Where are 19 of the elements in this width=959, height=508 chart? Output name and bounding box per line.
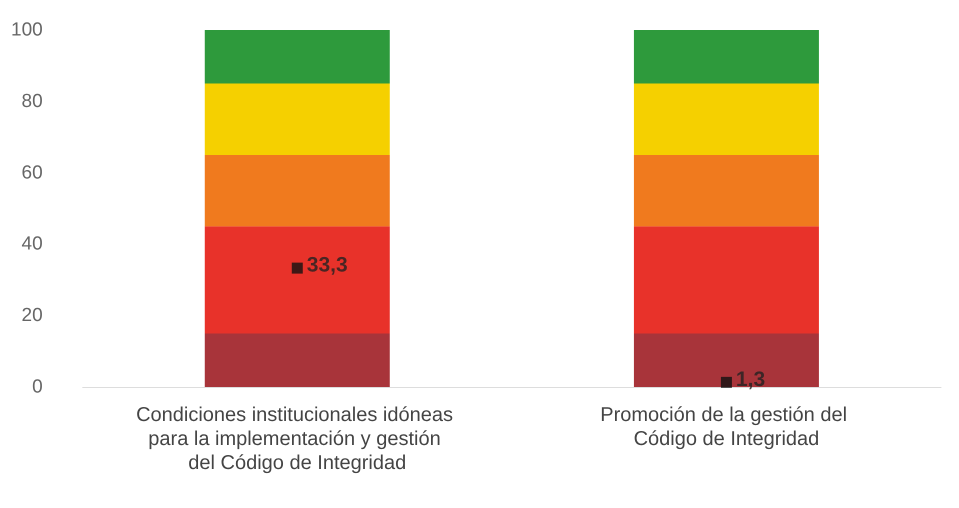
x-tick-label: Condiciones institucionales idóneas para la implementación y gestión del Código de Integridad	[136, 404, 458, 474]
x-tick-label: Promoción de la gestión del Código de Integridad	[600, 404, 853, 450]
bar	[204, 333, 390, 387]
bar	[204, 30, 390, 84]
y-tick-label: 100	[11, 20, 43, 40]
y-tick-label: 40	[22, 234, 43, 255]
data-label: 33,3	[306, 254, 348, 277]
data-label: 1,3	[736, 368, 766, 391]
y-tick-label: 0	[32, 376, 43, 398]
bar	[634, 84, 819, 155]
bar	[204, 226, 390, 334]
y-tick-label: 60	[22, 162, 43, 184]
y-tick-label: 20	[22, 305, 43, 326]
bar	[204, 154, 390, 226]
bar	[634, 30, 819, 84]
bar	[634, 154, 819, 226]
y-tick-label: 80	[22, 90, 43, 112]
bar	[204, 84, 390, 155]
bar	[634, 226, 819, 334]
